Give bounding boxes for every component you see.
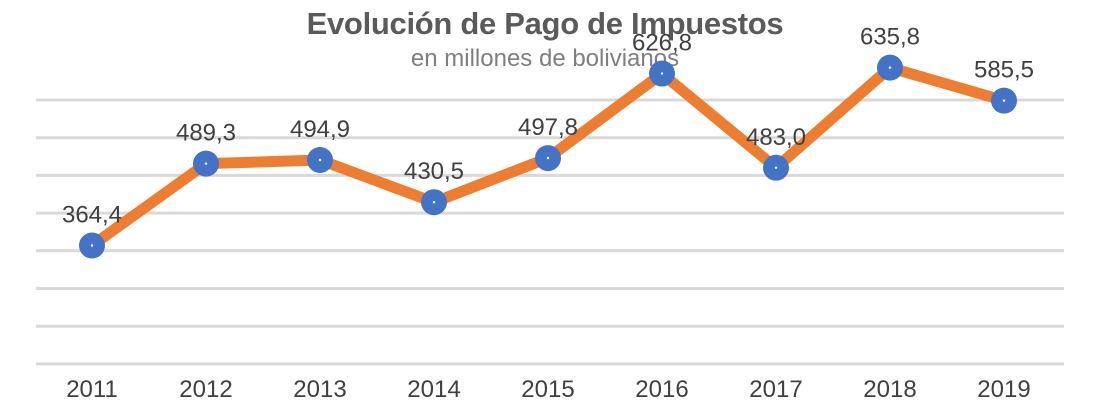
data-label: 635,8 bbox=[860, 24, 920, 51]
data-point-center bbox=[660, 72, 664, 75]
chart-title: Evolución de Pago de Impuestos bbox=[306, 6, 784, 41]
data-point-center bbox=[774, 166, 778, 169]
x-tick-label: 2013 bbox=[293, 376, 346, 403]
data-point-center bbox=[90, 244, 94, 247]
x-tick-label: 2017 bbox=[749, 376, 802, 403]
data-point-center bbox=[546, 156, 550, 160]
data-point-center bbox=[318, 158, 322, 162]
data-label: 626,8 bbox=[632, 30, 692, 57]
data-label: 585,5 bbox=[974, 57, 1034, 84]
data-label: 430,5 bbox=[404, 158, 464, 185]
data-label: 364,4 bbox=[62, 202, 122, 229]
x-tick-label: 2011 bbox=[66, 376, 118, 403]
x-tick-label: 2014 bbox=[407, 376, 460, 403]
data-label: 489,3 bbox=[176, 120, 236, 147]
x-tick-label: 2012 bbox=[179, 376, 232, 403]
data-label: 483,0 bbox=[746, 124, 806, 151]
x-tick-label: 2015 bbox=[521, 376, 574, 403]
data-point-center bbox=[888, 66, 892, 69]
x-tick-label: 2019 bbox=[977, 376, 1030, 403]
chart-subtitle: en millones de bolivianos bbox=[410, 45, 680, 72]
data-point-center bbox=[432, 200, 436, 204]
data-point-center bbox=[1002, 99, 1006, 102]
data-label: 494,9 bbox=[290, 116, 350, 143]
x-tick-label: 2016 bbox=[635, 376, 688, 403]
x-tick-label: 2018 bbox=[863, 376, 916, 403]
data-label: 497,8 bbox=[518, 114, 578, 141]
data-point-center bbox=[204, 162, 208, 165]
